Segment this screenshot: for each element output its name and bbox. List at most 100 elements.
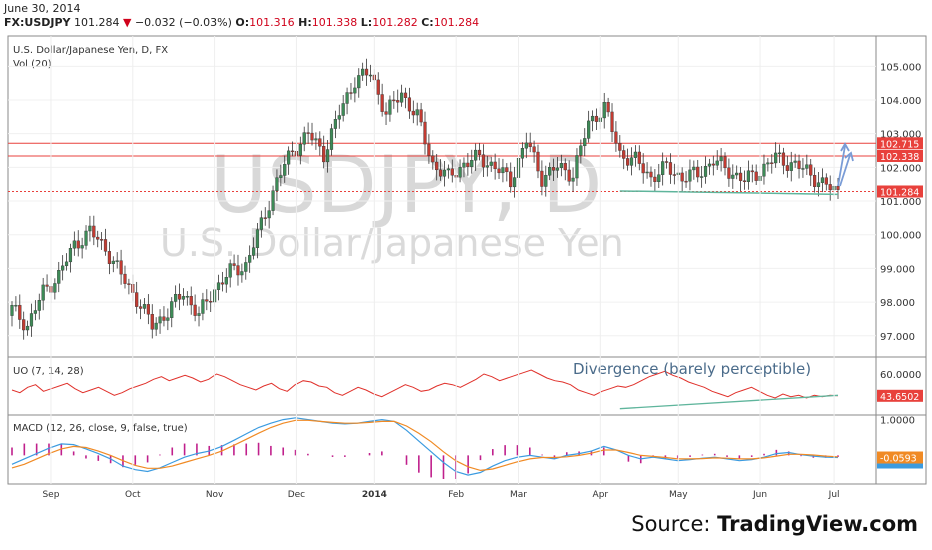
candle-body xyxy=(715,160,719,166)
candle-body xyxy=(727,167,731,179)
candle-body xyxy=(111,260,115,264)
change: −0.032 (−0.03%) xyxy=(134,16,232,29)
candle-body xyxy=(618,142,622,151)
candle-body xyxy=(325,149,330,163)
header-quote: FX:USDJPY 101.284 ▼ −0.032 (−0.03%) O:10… xyxy=(4,16,479,29)
price-badge-label: 102.715 xyxy=(880,139,919,150)
candle-body xyxy=(275,177,279,191)
candle-body xyxy=(193,304,197,316)
candle-body xyxy=(610,111,614,133)
candle-body xyxy=(501,167,505,174)
candle-body xyxy=(177,294,182,300)
x-tick-label: 2014 xyxy=(362,490,387,500)
price-trendline xyxy=(619,190,839,196)
source-credit: Source: TradingView.com xyxy=(631,512,918,536)
candle-body xyxy=(240,271,244,276)
candle-body xyxy=(777,152,782,155)
candle-body xyxy=(37,300,41,311)
candle-body xyxy=(22,319,26,331)
candle-body xyxy=(622,150,626,159)
candle-body xyxy=(364,68,369,76)
y-tick-label: 102.000 xyxy=(880,163,921,174)
watermark-name: U.S. Dollar/Japanese Yen xyxy=(160,221,624,265)
candle-body xyxy=(684,180,688,183)
x-tick-label: Jul xyxy=(828,490,840,500)
candle-body xyxy=(513,177,517,188)
x-tick-label: Apr xyxy=(593,490,609,500)
uo-panel[interactable]: UO (7, 14, 28) 60.0000 Divergence (barely … xyxy=(11,360,923,410)
candle-body xyxy=(544,175,548,187)
candle-body xyxy=(626,158,630,166)
candle-body xyxy=(824,177,828,185)
candle-body xyxy=(801,168,805,170)
candle-body xyxy=(142,304,147,309)
candle-body xyxy=(376,79,380,95)
candle-body xyxy=(189,296,193,306)
candle-body xyxy=(614,131,618,144)
candle-body xyxy=(657,174,661,182)
candle-body xyxy=(719,156,723,162)
uo-line xyxy=(11,369,839,399)
macd-panel[interactable]: MACD (12, 26, close, 9, false, true) 1.00… xyxy=(11,416,923,479)
source-brand: TradingView.com xyxy=(717,512,918,536)
candle-body xyxy=(290,150,295,153)
x-tick-label: Oct xyxy=(125,490,141,500)
candle-body xyxy=(766,162,770,165)
candle-body xyxy=(809,164,813,176)
candle-body xyxy=(442,169,447,177)
candle-body xyxy=(555,167,560,171)
candle-body xyxy=(548,167,552,176)
candle-body xyxy=(68,248,73,263)
candle-body xyxy=(400,92,404,103)
candle-body xyxy=(497,168,501,174)
candle-body xyxy=(392,99,396,102)
candle-body xyxy=(668,162,673,175)
candle-body xyxy=(474,149,478,161)
candle-body xyxy=(629,157,634,166)
candle-body xyxy=(232,263,236,266)
candle-body xyxy=(509,171,513,188)
candle-body xyxy=(228,263,232,278)
y-tick-label: 97.000 xyxy=(880,332,915,343)
x-tick-label: Jun xyxy=(752,490,767,500)
candle-body xyxy=(244,262,248,272)
last-price: 101.284 xyxy=(74,16,120,29)
candle-body xyxy=(255,229,260,248)
down-triangle-icon: ▼ xyxy=(123,16,132,29)
candle-body xyxy=(84,230,88,246)
candle-body xyxy=(103,239,108,252)
candle-body xyxy=(357,75,361,89)
candle-body xyxy=(692,166,696,171)
chart-border xyxy=(7,35,927,485)
candle-body xyxy=(174,294,178,302)
x-tick-label: Dec xyxy=(288,490,305,500)
candle-body xyxy=(477,149,482,155)
candle-body xyxy=(251,247,256,256)
uo-value-badge xyxy=(877,389,923,402)
candle-body xyxy=(18,304,22,320)
panel-frames xyxy=(7,35,927,485)
candle-body xyxy=(606,102,610,113)
candle-body xyxy=(384,111,388,115)
candle-body xyxy=(220,282,224,285)
macd-value-label: -0.0593 xyxy=(880,454,917,465)
candle-body xyxy=(29,313,34,327)
high-value: 101.338 xyxy=(311,16,358,29)
candle-body xyxy=(224,277,228,285)
candle-body xyxy=(458,167,462,178)
candle-body xyxy=(703,166,708,177)
uo-title: UO (7, 14, 28) xyxy=(13,366,84,377)
candle-body xyxy=(528,142,532,147)
candle-body xyxy=(789,162,793,171)
x-tick-label: Mar xyxy=(510,490,527,500)
candle-body xyxy=(571,177,575,182)
candle-body xyxy=(524,142,528,149)
candle-body xyxy=(349,92,353,94)
candle-body xyxy=(731,174,735,179)
candle-body xyxy=(287,150,291,165)
candle-body xyxy=(489,161,493,166)
candle-body xyxy=(431,155,435,163)
header-date: June 30, 2014 xyxy=(4,2,80,15)
